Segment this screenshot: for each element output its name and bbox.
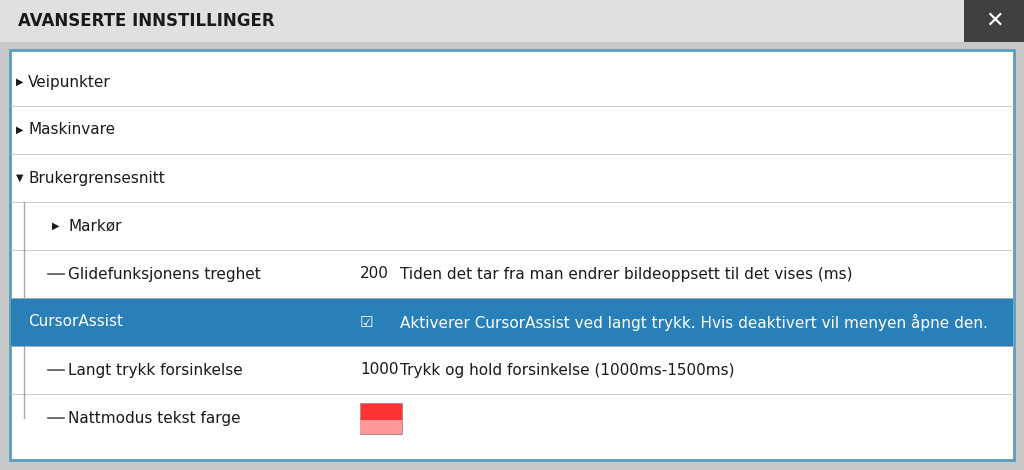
Text: ☑: ☑ xyxy=(360,314,374,329)
Text: Trykk og hold forsinkelse (1000ms-1500ms): Trykk og hold forsinkelse (1000ms-1500ms… xyxy=(400,362,734,377)
Text: 200: 200 xyxy=(360,266,389,282)
Text: Nattmodus tekst farge: Nattmodus tekst farge xyxy=(68,410,241,425)
Text: Aktiverer CursorAssist ved langt trykk. Hvis deaktivert vil menyen åpne den.: Aktiverer CursorAssist ved langt trykk. … xyxy=(400,313,988,330)
Bar xyxy=(0,0,1024,42)
Text: Veipunkter: Veipunkter xyxy=(28,75,111,89)
Text: ✕: ✕ xyxy=(985,11,1004,31)
Text: ▼: ▼ xyxy=(16,173,24,183)
Text: Langt trykk forsinkelse: Langt trykk forsinkelse xyxy=(68,362,243,377)
Bar xyxy=(360,420,402,433)
Text: Maskinvare: Maskinvare xyxy=(28,123,115,138)
Bar xyxy=(964,0,1024,42)
Text: ▶: ▶ xyxy=(16,125,24,135)
Text: Markør: Markør xyxy=(68,219,122,234)
Text: Brukergrensesnitt: Brukergrensesnitt xyxy=(28,171,165,186)
Text: AVANSERTE INNSTILLINGER: AVANSERTE INNSTILLINGER xyxy=(18,12,274,30)
Bar xyxy=(11,298,1013,346)
Text: Tiden det tar fra man endrer bildeoppsett til det vises (ms): Tiden det tar fra man endrer bildeoppset… xyxy=(400,266,853,282)
Bar xyxy=(360,402,402,433)
Text: ▶: ▶ xyxy=(52,221,59,231)
Text: Glidefunksjonens treghet: Glidefunksjonens treghet xyxy=(68,266,261,282)
Text: 1000: 1000 xyxy=(360,362,398,377)
Text: ▶: ▶ xyxy=(16,77,24,87)
Bar xyxy=(10,50,1014,460)
Text: CursorAssist: CursorAssist xyxy=(28,314,123,329)
